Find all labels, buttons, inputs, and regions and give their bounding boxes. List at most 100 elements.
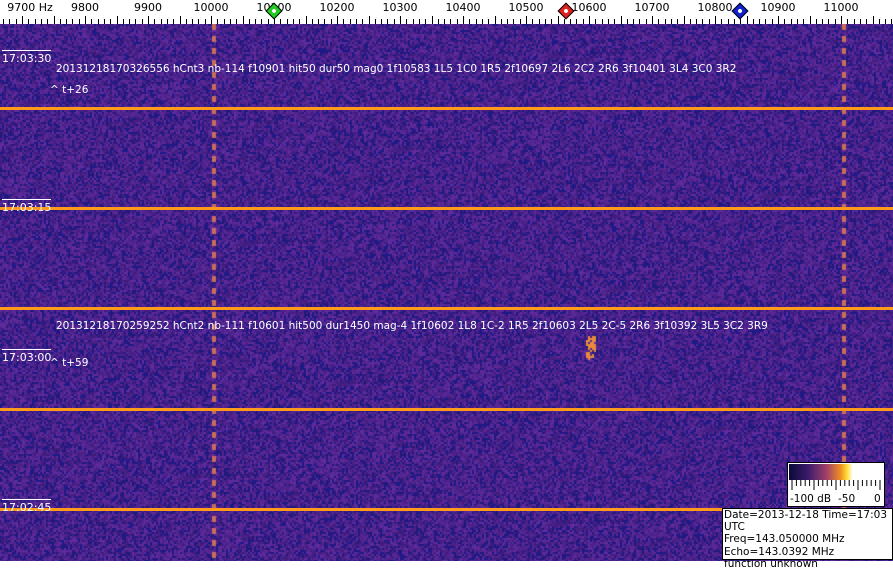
scale-tick bbox=[154, 19, 155, 24]
scale-tick bbox=[419, 19, 420, 24]
scale-tick bbox=[432, 16, 433, 24]
legend-min: -100 dB bbox=[790, 493, 832, 505]
scale-tick bbox=[236, 19, 237, 24]
scale-tick bbox=[702, 19, 703, 24]
scale-tick bbox=[312, 19, 313, 24]
scale-tick bbox=[343, 19, 344, 24]
detection-offset: ^ t+59 bbox=[50, 357, 89, 369]
frequency-label: 10300 bbox=[382, 1, 418, 14]
scale-tick bbox=[828, 19, 829, 24]
time-divider bbox=[0, 107, 893, 110]
frequency-label: 10400 bbox=[445, 1, 481, 14]
frequency-label: 10900 bbox=[760, 1, 796, 14]
scale-tick bbox=[476, 19, 477, 24]
date-time: Date=2013-12-18 Time=17:03 UTC bbox=[724, 509, 888, 534]
scale-tick bbox=[665, 19, 666, 24]
scale-tick bbox=[633, 19, 634, 24]
scale-tick bbox=[394, 19, 395, 24]
frequency-label: 9700 Hz bbox=[7, 1, 53, 14]
scale-tick bbox=[9, 19, 10, 24]
scale-tick bbox=[224, 19, 225, 24]
scale-tick bbox=[450, 19, 451, 24]
legend-mid: -50 bbox=[838, 493, 856, 505]
scale-tick bbox=[457, 19, 458, 24]
scale-tick bbox=[161, 19, 162, 24]
legend-max: 0 bbox=[874, 493, 881, 505]
scale-tick bbox=[66, 19, 67, 24]
scale-tick bbox=[142, 19, 143, 24]
scale-tick bbox=[873, 16, 874, 24]
scale-tick bbox=[375, 19, 376, 24]
scale-tick bbox=[765, 19, 766, 24]
scale-tick bbox=[778, 16, 779, 24]
scale-tick bbox=[822, 19, 823, 24]
scale-tick bbox=[306, 16, 307, 24]
time-divider bbox=[0, 408, 893, 411]
scale-tick bbox=[520, 19, 521, 24]
scale-tick bbox=[539, 19, 540, 24]
scale-tick bbox=[91, 19, 92, 24]
scale-tick bbox=[835, 19, 836, 24]
frequency-label: 9800 bbox=[71, 1, 99, 14]
scale-tick bbox=[576, 19, 577, 24]
legend-ticks bbox=[791, 480, 881, 490]
scale-tick bbox=[891, 19, 892, 24]
scale-tick bbox=[217, 19, 218, 24]
scale-tick bbox=[444, 19, 445, 24]
scale-tick bbox=[753, 19, 754, 24]
scale-tick bbox=[3, 19, 4, 24]
scale-tick bbox=[639, 19, 640, 24]
scale-tick bbox=[350, 19, 351, 24]
scale-tick bbox=[495, 16, 496, 24]
scale-tick bbox=[513, 19, 514, 24]
scale-tick bbox=[167, 19, 168, 24]
scale-tick bbox=[186, 19, 187, 24]
scale-tick bbox=[507, 19, 508, 24]
scale-tick bbox=[123, 19, 124, 24]
scale-tick bbox=[60, 19, 61, 24]
frequency-label: 11000 bbox=[823, 1, 859, 14]
scale-tick bbox=[671, 19, 672, 24]
scale-tick bbox=[28, 19, 29, 24]
scale-tick bbox=[564, 19, 565, 24]
scale-tick bbox=[425, 19, 426, 24]
scale-tick bbox=[747, 16, 748, 24]
scale-tick bbox=[621, 16, 622, 24]
frequency-label: 10700 bbox=[634, 1, 670, 14]
scale-tick bbox=[22, 16, 23, 24]
scale-tick bbox=[526, 16, 527, 24]
scale-tick bbox=[803, 19, 804, 24]
scale-tick bbox=[463, 16, 464, 24]
scale-tick bbox=[41, 19, 42, 24]
scale-tick bbox=[595, 19, 596, 24]
scale-tick bbox=[173, 19, 174, 24]
scale-tick bbox=[85, 16, 86, 24]
scale-tick bbox=[406, 19, 407, 24]
scale-tick bbox=[646, 19, 647, 24]
time-label: 17:03:15 bbox=[2, 199, 52, 214]
scale-tick bbox=[274, 16, 275, 24]
scale-tick bbox=[211, 16, 212, 24]
scale-tick bbox=[482, 19, 483, 24]
scale-tick bbox=[198, 19, 199, 24]
scale-tick bbox=[47, 19, 48, 24]
frequency-label: 10000 bbox=[193, 1, 229, 14]
function-status: function unknown bbox=[724, 557, 818, 570]
color-gradient bbox=[789, 464, 883, 480]
scale-tick bbox=[841, 16, 842, 24]
scale-tick bbox=[356, 19, 357, 24]
scale-tick bbox=[652, 16, 653, 24]
scale-tick bbox=[684, 16, 685, 24]
scale-tick bbox=[791, 19, 792, 24]
frequency-scale: 9700 Hz980099001000010100102001030010400… bbox=[0, 0, 893, 24]
scale-tick bbox=[268, 19, 269, 24]
scale-tick bbox=[532, 19, 533, 24]
scale-tick bbox=[740, 19, 741, 24]
scale-tick bbox=[608, 19, 609, 24]
scale-tick bbox=[658, 19, 659, 24]
scale-tick bbox=[690, 19, 691, 24]
scale-tick bbox=[16, 19, 17, 24]
scale-tick bbox=[734, 19, 735, 24]
detection-text: 20131218170259252 hCnt2 nb-111 f10601 hi… bbox=[56, 320, 768, 332]
scale-tick bbox=[784, 19, 785, 24]
